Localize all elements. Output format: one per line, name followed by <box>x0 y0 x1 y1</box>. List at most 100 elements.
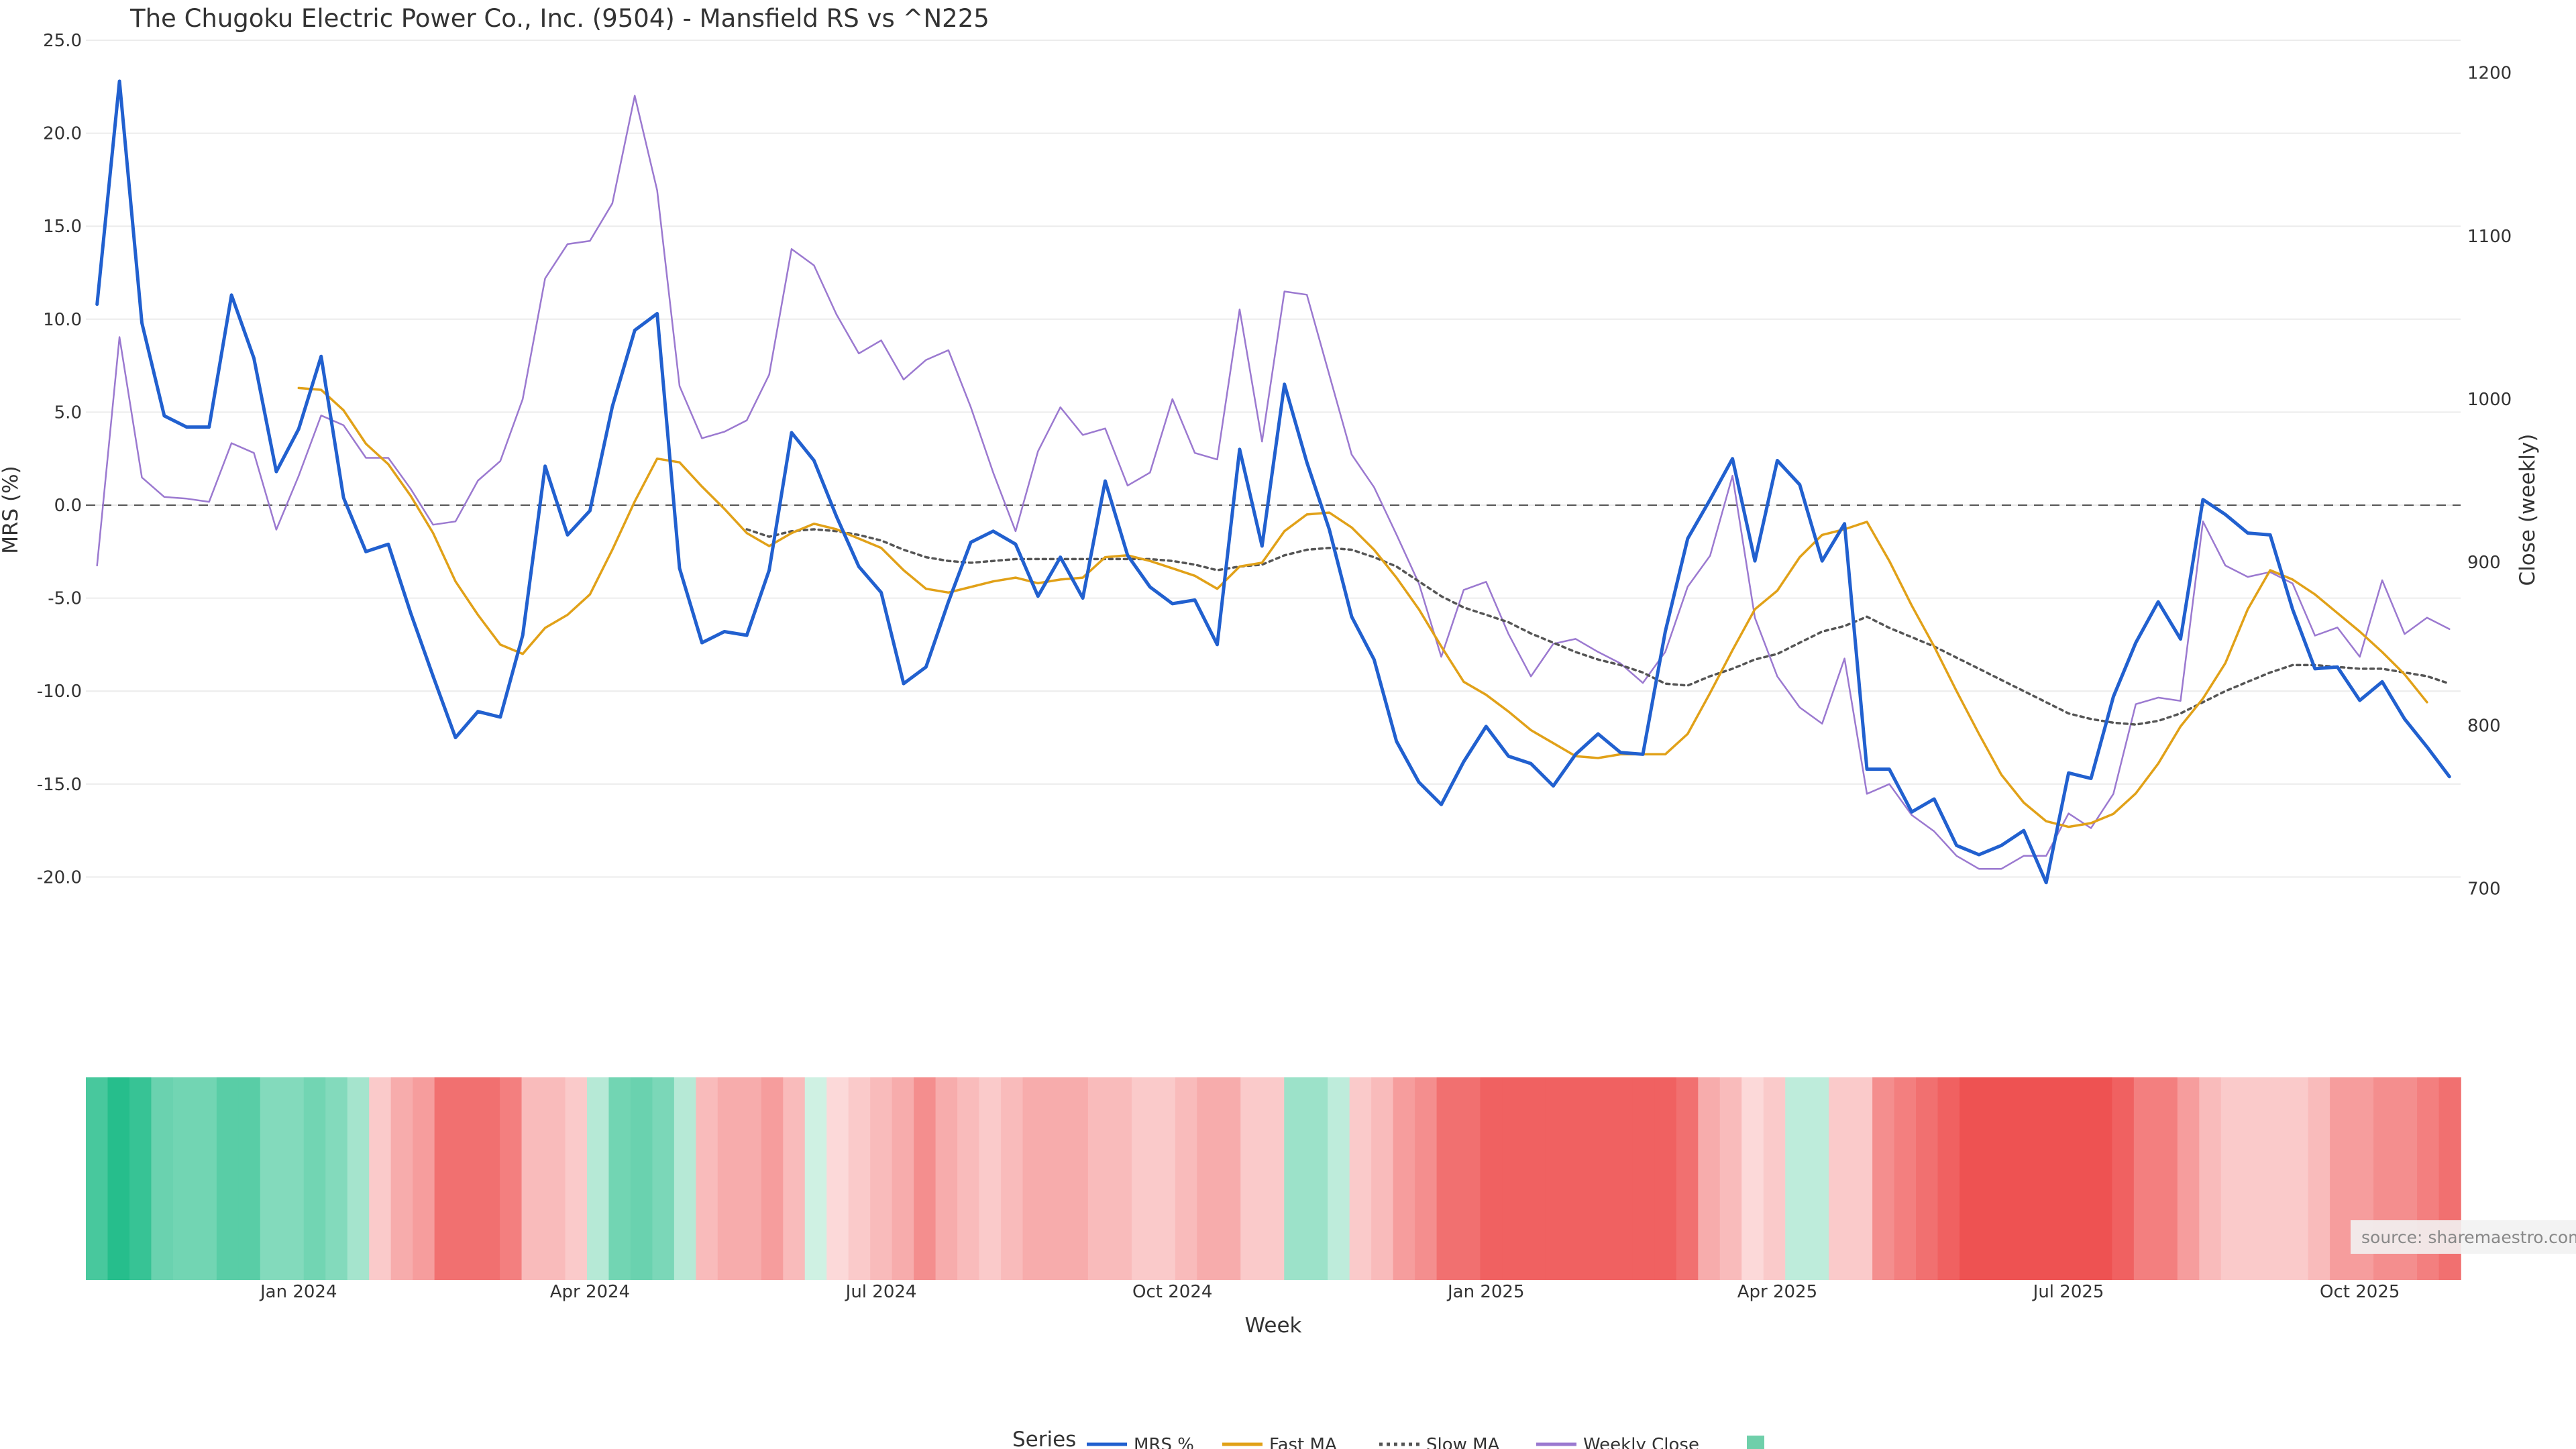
heatmap-cell <box>608 1077 631 1280</box>
x-tick-label: Jul 2024 <box>845 1282 917 1302</box>
heatmap-cell <box>892 1077 914 1280</box>
heatmap-cell <box>1371 1077 1394 1280</box>
heatmap-cell <box>1807 1077 1829 1280</box>
heatmap-cell <box>456 1077 479 1280</box>
heatmap-cell <box>1960 1077 1982 1280</box>
left-axis-title: MRS (%) <box>0 466 23 553</box>
y-tick-label: -20.0 <box>37 867 82 888</box>
y2-tick-label: 700 <box>2467 879 2501 899</box>
heatmap-cell <box>2243 1077 2265 1280</box>
y2-tick-label: 1100 <box>2467 227 2512 247</box>
source-badge: source: sharemaestro.com <box>2351 1220 2576 1254</box>
chart-title: The Chugoku Electric Power Co., Inc. (95… <box>129 4 989 33</box>
heatmap-cell <box>1741 1077 1764 1280</box>
heatmap-cell <box>1110 1077 1132 1280</box>
legend-label: Fast MA <box>1269 1435 1337 1449</box>
heatmap-cell <box>1480 1077 1503 1280</box>
heatmap-cell <box>739 1077 762 1280</box>
heatmap-cell <box>303 1077 327 1280</box>
relative-strength-heatmap <box>86 1077 2461 1280</box>
legend-label: Slow MA <box>1426 1435 1500 1449</box>
heatmap-cell <box>848 1077 871 1280</box>
heatmap-cell <box>2264 1077 2287 1280</box>
heatmap-cell <box>674 1077 697 1280</box>
x-tick-label: Jan 2025 <box>1446 1282 1525 1302</box>
heatmap-cell <box>914 1077 936 1280</box>
y2-tick-label: 1200 <box>2467 64 2512 84</box>
y-tick-label: -10.0 <box>37 682 82 702</box>
heatmap-cell <box>1850 1077 1873 1280</box>
y-tick-label: 5.0 <box>54 402 82 423</box>
right-axis-title: Close (weekly) <box>2516 434 2540 586</box>
heatmap-cell <box>783 1077 806 1280</box>
heatmap-cell <box>2330 1077 2353 1280</box>
heatmap-cell <box>935 1077 958 1280</box>
heatmap-cell <box>1545 1077 1568 1280</box>
x-axis-ticks: Jan 2024 Apr 2024 Jul 2024 Oct 2024 Jan 2025… <box>259 1282 2400 1302</box>
heatmap-cell <box>521 1077 544 1280</box>
y-tick-label: 15.0 <box>43 217 82 237</box>
heatmap-cell <box>804 1077 828 1280</box>
y2-tick-label: 900 <box>2467 553 2501 573</box>
x-tick-label: Apr 2025 <box>1737 1282 1817 1302</box>
heatmap-cell <box>2068 1077 2091 1280</box>
series-line-fast-ma <box>297 386 2428 828</box>
legend-item: Slow MA <box>1379 1435 1500 1449</box>
legend-heatmap-swatch <box>1747 1436 1764 1449</box>
left-axis-ticks: 25.0 20.0 15.0 10.0 5.0 0.0 -5.0 -10.0 -15.0 -20.… <box>37 31 82 888</box>
legend: Series MRS % Fast MA Slow MA Weekly Close <box>1012 1428 1764 1449</box>
heatmap-cell <box>1676 1077 1699 1280</box>
heatmap-cell <box>1589 1077 1612 1280</box>
heatmap-cell <box>1872 1077 1895 1280</box>
y-tick-label: 20.0 <box>43 124 82 144</box>
heatmap-cell <box>1153 1077 1176 1280</box>
x-tick-label: Apr 2024 <box>550 1282 630 1302</box>
heatmap-cell <box>2133 1077 2157 1280</box>
heatmap-cell <box>1066 1077 1089 1280</box>
heatmap-cell <box>1349 1077 1372 1280</box>
heatmap-cell <box>172 1077 196 1280</box>
heatmap-cell <box>129 1077 152 1280</box>
heatmap-cell <box>2046 1077 2070 1280</box>
heatmap-cell <box>1328 1077 1350 1280</box>
heatmap-cell <box>1567 1077 1590 1280</box>
heatmap-cell <box>325 1077 348 1280</box>
x-tick-label: Oct 2025 <box>2320 1282 2400 1302</box>
heatmap-cell <box>390 1077 413 1280</box>
heatmap-cell <box>347 1077 370 1280</box>
heatmap-cell <box>870 1077 893 1280</box>
heatmap-cell <box>238 1077 261 1280</box>
y-tick-label: 0.0 <box>54 496 82 516</box>
right-axis-ticks: 1200 1100 1000 900 800 700 <box>2467 64 2512 900</box>
x-tick-label: Oct 2024 <box>1132 1282 1212 1302</box>
heatmap-cell <box>2286 1077 2309 1280</box>
heatmap-cell <box>1044 1077 1067 1280</box>
heatmap-cell <box>369 1077 392 1280</box>
legend-item: Weekly Close <box>1536 1435 1699 1449</box>
heatmap-cell <box>500 1077 523 1280</box>
heatmap-cell <box>282 1077 305 1280</box>
heatmap-cell <box>565 1077 588 1280</box>
x-tick-label: Jan 2024 <box>259 1282 337 1302</box>
heatmap-cell <box>1218 1077 1242 1280</box>
heatmap-cell <box>586 1077 610 1280</box>
heatmap-cell <box>1916 1077 1939 1280</box>
heatmap-cell <box>1523 1077 1546 1280</box>
heatmap-cell <box>717 1077 741 1280</box>
y-tick-label: 10.0 <box>43 310 82 330</box>
heatmap-cell <box>2002 1077 2026 1280</box>
legend-item: Fast MA <box>1222 1435 1337 1449</box>
y-tick-label: 25.0 <box>43 31 82 51</box>
heatmap-cell <box>1284 1077 1307 1280</box>
heatmap-cell <box>2308 1077 2330 1280</box>
series-line-mrs <box>95 79 2451 885</box>
heatmap-cell <box>1305 1077 1328 1280</box>
heatmap-cell <box>1632 1077 1656 1280</box>
y2-tick-label: 1000 <box>2467 390 2512 410</box>
heatmap-cell <box>1436 1077 1459 1280</box>
heatmap-cell <box>979 1077 1002 1280</box>
heatmap-cell <box>2177 1077 2200 1280</box>
heatmap-cell <box>1937 1077 1960 1280</box>
heatmap-cell <box>434 1077 457 1280</box>
